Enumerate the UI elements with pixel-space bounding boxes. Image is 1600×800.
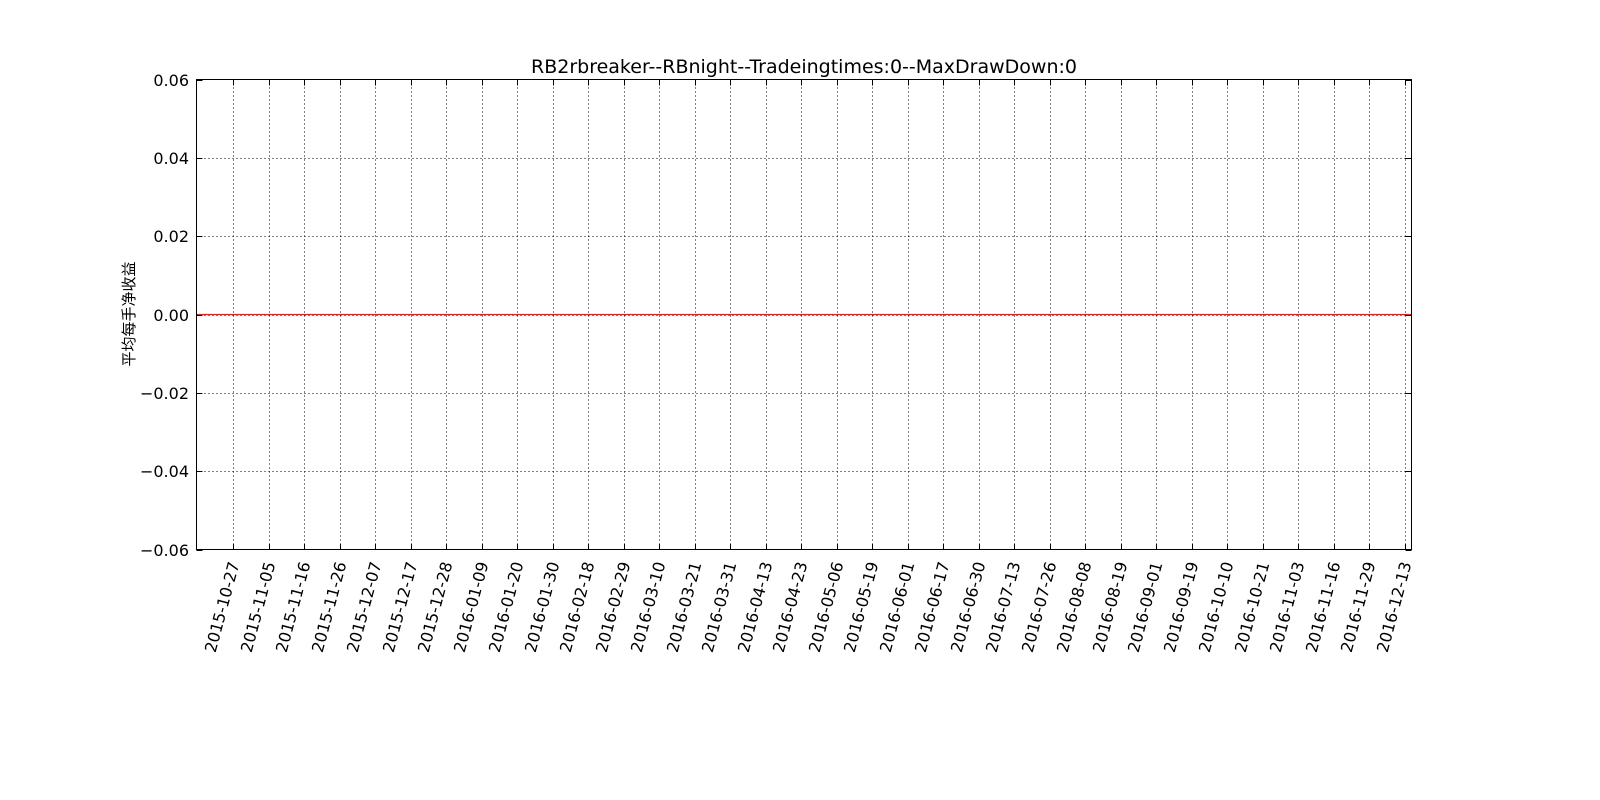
x-tick-label: 2015-12-07 xyxy=(343,560,385,655)
x-tick-label: 2015-12-28 xyxy=(414,560,456,655)
x-tick-label: 2016-06-01 xyxy=(876,560,918,655)
x-tick-label: 2016-08-08 xyxy=(1053,560,1095,655)
x-tick-label: 2016-06-30 xyxy=(947,560,989,655)
x-tick-label: 2016-02-29 xyxy=(592,560,634,655)
x-tick-label: 2016-12-13 xyxy=(1373,560,1415,655)
plot-frame xyxy=(196,79,1412,550)
x-tick-label: 2016-11-29 xyxy=(1337,560,1379,655)
x-tick-label: 2016-07-13 xyxy=(982,560,1024,655)
x-tick-label: 2016-01-20 xyxy=(485,560,527,655)
x-tick-label: 2015-10-27 xyxy=(201,560,243,655)
y-axis: 0.06 0.04 0.02 0.00 −0.02 −0.04 −0.06 xyxy=(140,71,1412,560)
y-axis-label: 平均每手净收益 xyxy=(120,261,138,366)
x-tick-label: 2016-11-03 xyxy=(1266,560,1308,655)
x-tick-label: 2016-01-30 xyxy=(521,560,563,655)
x-tick-label: 2016-09-19 xyxy=(1160,560,1202,655)
x-tick-label: 2015-11-05 xyxy=(237,560,279,655)
x-tick-label: 2016-08-19 xyxy=(1089,560,1131,655)
x-tick-label: 2016-04-13 xyxy=(734,560,776,655)
x-tick-label: 2016-04-23 xyxy=(769,560,811,655)
x-tick-label: 2016-09-01 xyxy=(1124,560,1166,655)
y-tick-label: 0.04 xyxy=(153,149,189,168)
x-tick-label: 2016-11-16 xyxy=(1302,560,1344,655)
x-tick-label: 2016-03-21 xyxy=(663,560,705,655)
x-tick-label: 2016-02-18 xyxy=(556,560,598,655)
grid-lines xyxy=(196,79,1412,550)
y-tick-label: 0.02 xyxy=(153,227,189,246)
x-tick-label: 2015-11-26 xyxy=(308,560,350,655)
x-axis: 2015-10-272015-11-052015-11-162015-11-26… xyxy=(201,79,1415,655)
y-tick-label: 0.06 xyxy=(153,71,189,90)
x-tick-label: 2016-01-09 xyxy=(450,560,492,655)
y-tick-label: −0.02 xyxy=(140,384,189,403)
x-tick-label: 2016-03-31 xyxy=(698,560,740,655)
x-tick-label: 2016-05-19 xyxy=(840,560,882,655)
y-tick-label: 0.00 xyxy=(153,306,189,325)
x-tick-label: 2016-05-06 xyxy=(805,560,847,655)
x-tick-label: 2016-03-10 xyxy=(627,560,669,655)
x-tick-label: 2015-12-17 xyxy=(379,560,421,655)
chart-title: RB2rbreaker--RBnight--Tradeingtimes:0--M… xyxy=(531,56,1077,78)
x-tick-label: 2016-07-26 xyxy=(1018,560,1060,655)
y-tick-label: −0.04 xyxy=(140,462,189,481)
x-tick-label: 2016-10-21 xyxy=(1231,560,1273,655)
x-tick-label: 2015-11-16 xyxy=(272,560,314,655)
x-tick-label: 2016-06-17 xyxy=(911,560,953,655)
y-tick-label: −0.06 xyxy=(140,541,189,560)
x-tick-label: 2016-10-10 xyxy=(1195,560,1237,655)
